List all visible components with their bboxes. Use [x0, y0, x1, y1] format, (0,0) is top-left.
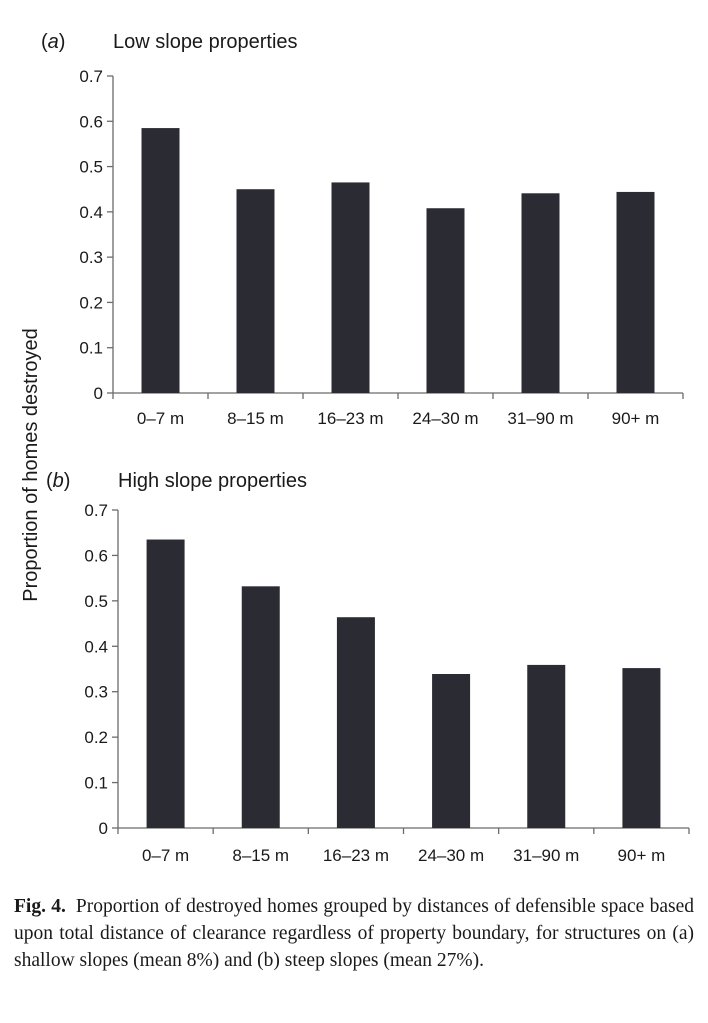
- panel-b-y-tick-label: 0.5: [84, 592, 108, 611]
- panel-b-bar: [241, 586, 280, 828]
- panel-a-bar: [521, 193, 560, 393]
- panel-b-label: (b): [46, 470, 70, 492]
- panel-b-y-tick-label: 0.6: [84, 546, 108, 565]
- panel-a-x-tick-label: 0–7 m: [137, 409, 184, 428]
- panel-b-y-tick-label: 0.1: [84, 774, 108, 793]
- panel-b-x-tick-label: 0–7 m: [142, 846, 189, 865]
- panel-a-y-tick-label: 0: [94, 384, 103, 403]
- panel-a-bar: [331, 182, 370, 393]
- panel-b-bar: [622, 668, 661, 828]
- panel-b-bar: [336, 617, 375, 828]
- panel-a-y-tick-label: 0.1: [79, 339, 103, 358]
- shared-y-axis-label: Proportion of homes destroyed: [20, 328, 42, 602]
- panel-a-low-slope: (a) Low slope properties 0 0.1 0.2 0.3 0.4 0.5 0…: [41, 31, 684, 428]
- panel-a-title: Low slope properties: [113, 31, 298, 53]
- panel-b-y-tick-label: 0.3: [84, 683, 108, 702]
- panel-a-y-tick-label: 0.2: [79, 293, 103, 312]
- panel-b-high-slope: (b) High slope properties 0 0.1 0.2 0.3 0.4 0.5…: [46, 470, 690, 865]
- panel-b-y-tick-label: 0: [99, 819, 108, 838]
- panel-a-bar: [141, 128, 180, 394]
- panel-a-label: (a): [41, 31, 65, 53]
- caption-text: Proportion of destroyed homes grouped by…: [14, 896, 694, 971]
- figure-caption: Fig. 4. Proportion of destroyed homes gro…: [14, 893, 694, 974]
- panel-a-y-tick-label: 0.3: [79, 248, 103, 267]
- panel-a-x-tick-label: 8–15 m: [227, 409, 284, 428]
- figure-4-chart: Proportion of homes destroyed (a) Low slo…: [20, 31, 690, 865]
- panel-b-x-tick-label: 16–23 m: [323, 846, 389, 865]
- panel-a-x-tick-label: 24–30 m: [412, 409, 478, 428]
- panel-b-y-tick-label: 0.2: [84, 728, 108, 747]
- panel-b-x-tick-label: 24–30 m: [418, 846, 484, 865]
- panel-b-x-tick-label: 8–15 m: [232, 846, 289, 865]
- panel-a-bar: [236, 189, 275, 393]
- caption-label: Fig. 4.: [14, 896, 66, 917]
- panel-b-x-tick-label: 90+ m: [618, 846, 666, 865]
- panel-b-bar: [527, 664, 566, 828]
- panel-a-y-tick-label: 0.5: [79, 158, 103, 177]
- panel-a-bar: [616, 191, 655, 393]
- panel-a-y-tick-label: 0.6: [79, 112, 103, 131]
- panel-a-x-tick-label: 90+ m: [612, 409, 660, 428]
- panel-b-bar: [146, 539, 185, 828]
- panel-a-y-tick-label: 0.4: [79, 203, 103, 222]
- panel-a-x-tick-label: 31–90 m: [507, 409, 573, 428]
- panel-a-x-tick-label: 16–23 m: [317, 409, 383, 428]
- panel-b-title: High slope properties: [118, 470, 307, 492]
- panel-a-bar: [426, 208, 465, 393]
- panel-b-x-tick-label: 31–90 m: [513, 846, 579, 865]
- panel-a-y-tick-label: 0.7: [79, 67, 103, 86]
- panel-b-y-tick-label: 0.7: [84, 501, 108, 520]
- panel-b-y-tick-label: 0.4: [84, 637, 108, 656]
- panel-b-bar: [432, 673, 471, 828]
